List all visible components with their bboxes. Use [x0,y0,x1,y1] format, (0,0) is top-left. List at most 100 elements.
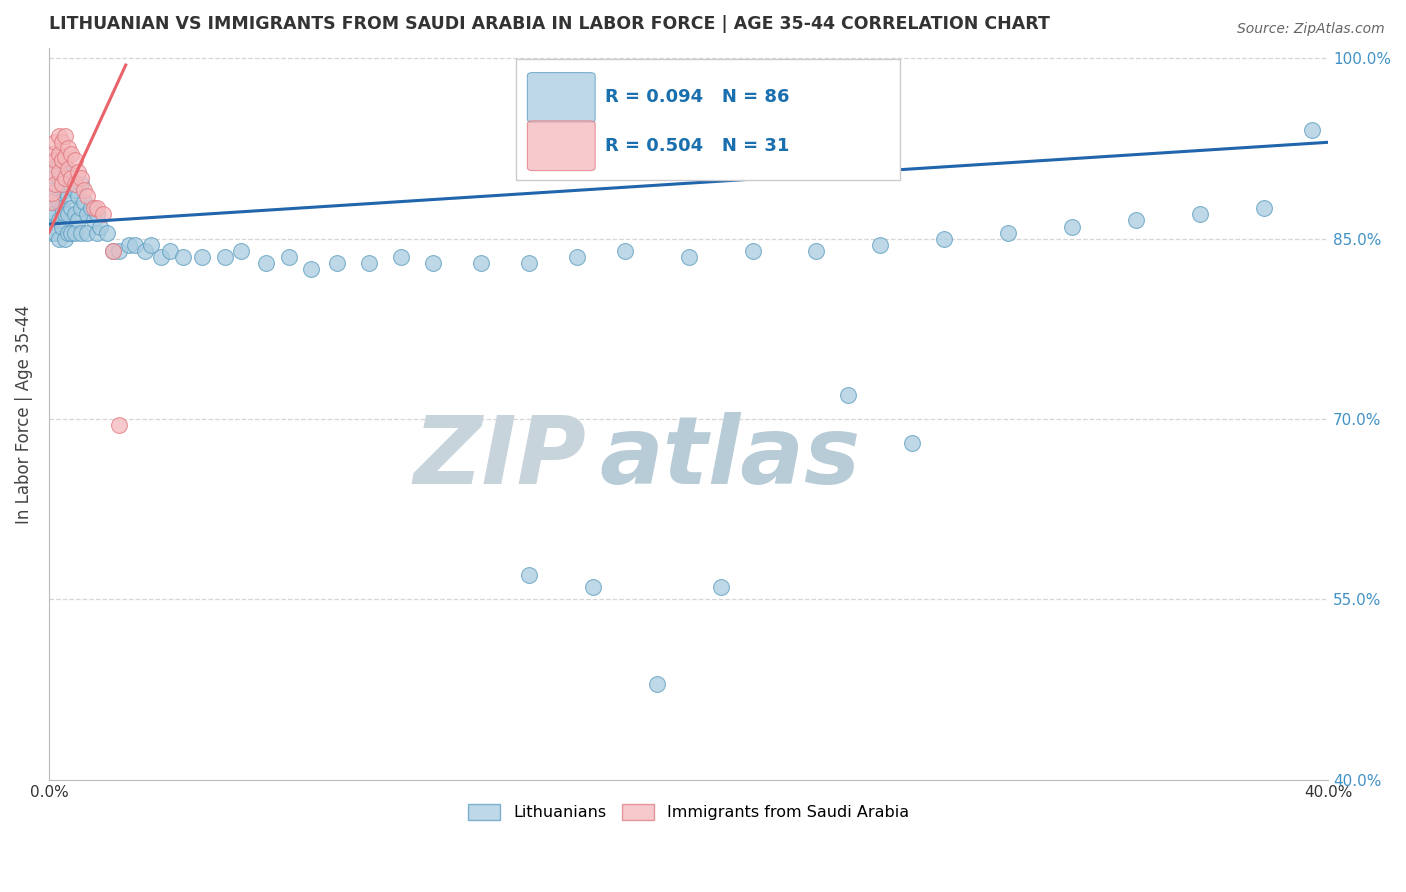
Point [53,171,76,186]
Point [83,202,105,216]
Point [934,231,956,245]
Point [48,171,70,186]
Point [56,226,79,240]
Point [645,676,668,690]
Point [1253,202,1275,216]
Point [299,261,322,276]
Point [214,250,236,264]
Point [41,195,63,210]
Point [63,178,86,192]
Point [79,202,101,216]
Point [56,207,79,221]
Text: atlas: atlas [599,412,860,504]
Point [517,255,540,269]
Point [51,178,73,192]
Point [73,183,96,197]
Point [1125,213,1147,227]
Point [60,171,83,186]
Legend: Lithuanians, Immigrants from Saudi Arabia: Lithuanians, Immigrants from Saudi Arabi… [461,797,915,827]
Point [56,189,79,203]
FancyBboxPatch shape [527,72,595,122]
Point [48,147,70,161]
Point [44,178,66,192]
Point [86,202,108,216]
Point [63,153,86,168]
Point [63,183,86,197]
Point [51,153,73,168]
Point [44,136,66,150]
Point [86,207,108,221]
Point [70,171,93,186]
Point [44,189,66,203]
Point [134,244,156,258]
Point [66,165,89,179]
Point [66,189,89,203]
Point [48,129,70,144]
Point [48,213,70,227]
Point [229,244,252,258]
Point [56,161,79,176]
Point [997,226,1019,240]
Point [60,178,83,192]
Point [60,147,83,161]
Point [118,237,141,252]
Point [357,255,380,269]
Point [149,250,172,264]
Point [108,417,131,432]
Point [56,165,79,179]
Point [159,244,181,258]
Point [1301,123,1323,137]
Point [422,255,444,269]
Point [44,153,66,168]
Point [89,219,111,234]
Point [56,141,79,155]
Point [76,189,98,203]
Point [53,231,76,245]
Point [277,250,299,264]
Point [581,581,603,595]
Point [741,244,763,258]
Point [60,202,83,216]
Point [53,129,76,144]
Point [83,213,105,227]
Y-axis label: In Labor Force | Age 35-44: In Labor Force | Age 35-44 [15,305,32,524]
Point [76,207,98,221]
Point [869,237,891,252]
Point [51,136,73,150]
Point [41,226,63,240]
Point [63,207,86,221]
Point [96,226,118,240]
Point [70,202,93,216]
Point [53,183,76,197]
Point [70,178,93,192]
Point [48,147,70,161]
Point [44,207,66,221]
FancyBboxPatch shape [516,60,900,180]
Point [41,147,63,161]
Point [1062,219,1084,234]
Point [254,255,277,269]
Text: Source: ZipAtlas.com: Source: ZipAtlas.com [1237,22,1385,37]
Point [326,255,349,269]
Point [613,244,636,258]
Text: R = 0.094   N = 86: R = 0.094 N = 86 [606,88,790,106]
Point [101,244,124,258]
Point [709,581,731,595]
Point [141,237,163,252]
Point [901,436,924,450]
Point [678,250,700,264]
Point [53,159,76,173]
Point [44,226,66,240]
Text: R = 0.504   N = 31: R = 0.504 N = 31 [606,136,790,154]
Point [86,226,108,240]
FancyBboxPatch shape [527,120,595,170]
Point [39,195,62,210]
Point [41,207,63,221]
Point [172,250,194,264]
Point [51,219,73,234]
Point [108,244,131,258]
Point [76,226,98,240]
Point [837,388,859,402]
Point [51,178,73,192]
Point [51,202,73,216]
